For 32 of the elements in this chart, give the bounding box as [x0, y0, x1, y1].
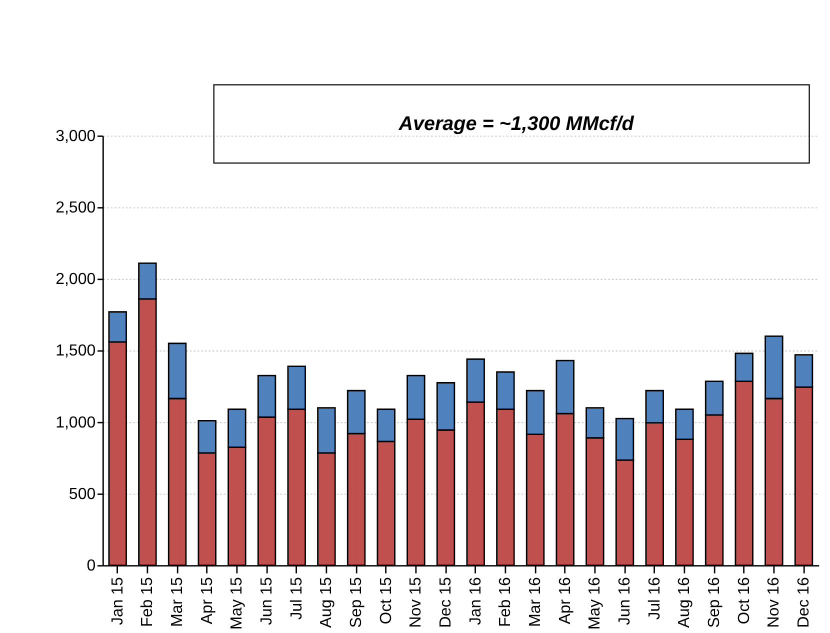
x-tick-label: Apr 15: [198, 577, 216, 624]
x-tick-label: Oct 15: [378, 577, 395, 624]
x-tick-label: Oct 16: [736, 577, 753, 624]
y-tick-label: 1,000: [56, 414, 96, 432]
x-tick-label: Aug 16: [676, 577, 694, 628]
x-tick-label: Mar 15: [168, 577, 186, 627]
x-tick-label: Feb 15: [139, 577, 156, 627]
y-tick-label: 1,500: [56, 342, 96, 360]
x-tick-label: Jul 16: [646, 577, 664, 620]
x-tick-label: Jan 16: [467, 577, 484, 626]
x-tick-label: Aug 15: [318, 577, 336, 628]
x-tick-label: Jun 16: [616, 577, 634, 626]
x-tick-label: Dec 16: [795, 577, 812, 628]
x-tick-label: Feb 16: [497, 577, 514, 627]
x-tick-label: Dec 15: [437, 577, 454, 628]
x-tick-label: Apr 16: [556, 577, 574, 624]
y-tick-label: 2,500: [56, 200, 96, 217]
y-tick-label: 500: [68, 486, 96, 503]
x-tick-label: Jun 15: [258, 577, 276, 626]
y-tick-label: 0: [86, 558, 96, 575]
x-tick-label: May 15: [228, 577, 246, 630]
y-tick-label: 3,000: [56, 128, 96, 145]
x-tick-label: Sep 16: [706, 577, 723, 628]
x-tick-label: Sep 15: [348, 577, 365, 628]
x-tick-label: Jan 15: [109, 577, 126, 626]
x-tick-label: May 16: [586, 577, 604, 630]
x-tick-label: Nov 15: [408, 577, 425, 628]
text: Average = ~1,300 MMcf/d: [398, 113, 635, 136]
x-tick-label: Nov 16: [766, 577, 783, 628]
y-tick-label: 2,000: [56, 271, 96, 288]
x-tick-label: Mar 16: [526, 577, 544, 627]
x-tick-label: Jul 15: [288, 577, 306, 620]
